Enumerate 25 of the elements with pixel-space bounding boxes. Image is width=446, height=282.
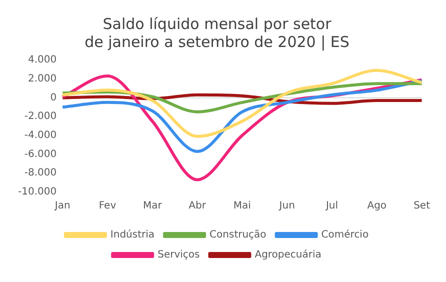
y-tick-label: -6.000 bbox=[24, 148, 57, 160]
y-tick-label: -4.000 bbox=[24, 130, 57, 142]
x-tick-label: Abr bbox=[188, 200, 207, 212]
x-tick-label: Jun bbox=[278, 200, 295, 212]
line-series bbox=[61, 79, 424, 153]
x-tick-label: Jan bbox=[54, 200, 70, 212]
legend-label: Comércio bbox=[321, 230, 369, 241]
legend-label: Construção bbox=[210, 230, 266, 241]
x-tick-label: Mar bbox=[142, 200, 163, 212]
y-tick-label: 0 bbox=[50, 92, 57, 104]
legend-label: Indústria bbox=[110, 230, 155, 241]
x-tick-label: Set bbox=[414, 200, 430, 212]
y-tick-label: -2.000 bbox=[24, 111, 57, 122]
x-tick-label: Jul bbox=[324, 200, 338, 212]
x-tick-label: Fev bbox=[98, 200, 116, 212]
x-tick-label: Mai bbox=[233, 200, 251, 212]
y-tick-label: 4.000 bbox=[28, 54, 57, 66]
y-tick-label: -10.000 bbox=[18, 186, 57, 198]
legend-label: Agropecuária bbox=[254, 250, 322, 261]
y-tick-label: -8.000 bbox=[24, 168, 57, 179]
x-tick-label: Ago bbox=[367, 200, 387, 212]
y-tick-label: 2.000 bbox=[28, 73, 57, 84]
chart-title: Saldo líquido mensal por setor de janeiro a setembro de 2020 | ES bbox=[84, 14, 350, 51]
legend-label: Serviços bbox=[158, 250, 200, 261]
line-series bbox=[61, 68, 424, 138]
